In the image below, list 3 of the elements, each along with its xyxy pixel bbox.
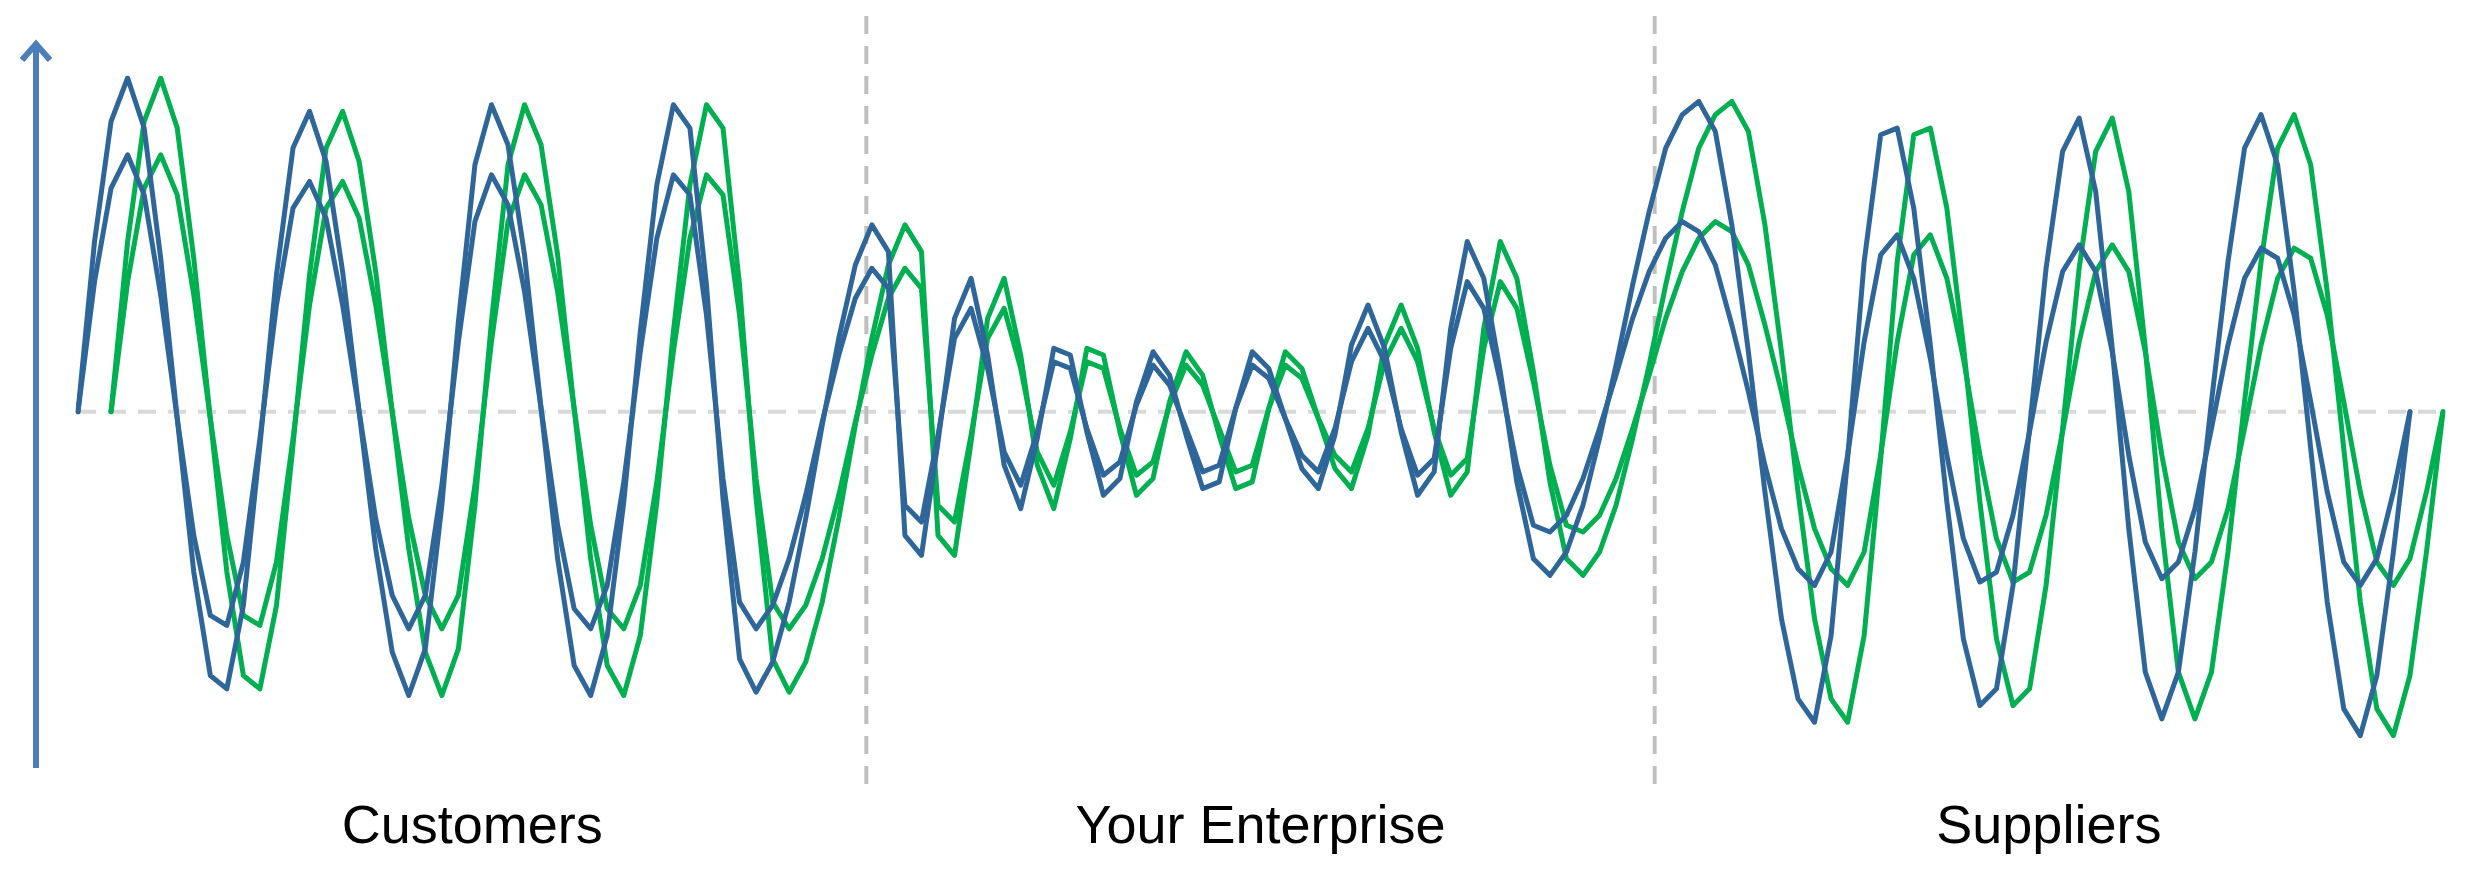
text: Customers	[341, 793, 603, 854]
text: Suppliers	[1936, 793, 2162, 854]
text: Your Enterprise	[1075, 793, 1446, 854]
